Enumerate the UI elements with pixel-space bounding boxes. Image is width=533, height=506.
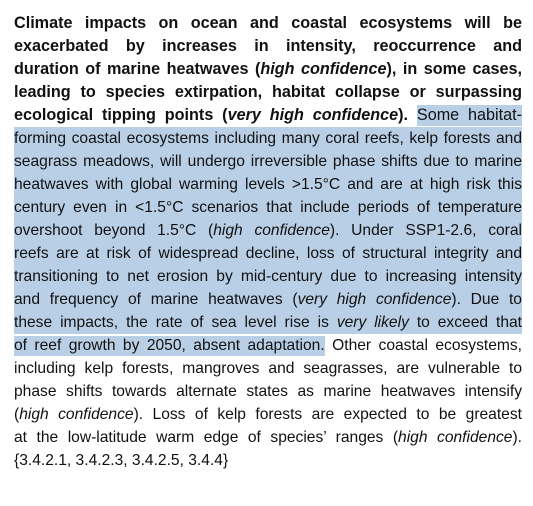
highlighted-text: these impacts, the rate of sea level ris… [14,314,337,331]
highlighted-text: high confidence [213,222,330,239]
highlighted-text: and frequency of marine heatwaves ( [14,291,298,308]
highlighted-text: of reef growth by 2050, absent adaptatio… [14,336,325,356]
highlighted-text: transitioning to net erosion by mid-cent… [14,268,522,285]
text-run: high confidence [398,429,513,446]
text-run: very high confidence [227,106,399,124]
text-line: seagrass meadows, will undergo irreversi… [14,150,522,173]
text-line: forming coastal ecosystems including man… [14,127,522,150]
highlighted-text: very likely [336,314,409,331]
highlighted-text: overshoot beyond 1.5°C ( [14,222,214,239]
text-run: {3.4.2.1, 3.4.2.3, 3.4.2.5, 3.4.4} [14,452,229,469]
text-run: ). Loss of kelp forests are expected to … [133,406,522,423]
text-run: ), in some cases, [386,60,522,78]
highlighted-text: century even in <1.5°C scenarios that in… [14,199,522,216]
text-run: phase shifts towards alternate states as… [14,383,522,400]
text-line: of reef growth by 2050, absent adaptatio… [14,334,522,357]
text-line: leading to species extirpation, habitat … [14,81,522,104]
text-run: at the low-latitude warm edge of species… [14,429,399,446]
text-line: including kelp forests, mangroves and se… [14,357,522,380]
text-line: overshoot beyond 1.5°C (high confidence)… [14,219,522,242]
highlighted-text: reefs are at risk of widespread decline,… [14,245,522,262]
highlighted-text: very high confidence [297,291,452,308]
text-line: duration of marine heatwaves (high confi… [14,58,522,81]
text-line: these impacts, the rate of sea level ris… [14,311,522,334]
highlighted-text: ). Under SSP1-2.6, coral [329,222,522,239]
text-run: Other coastal ecosystems, [324,337,523,354]
text-run: high confidence [19,406,134,423]
highlighted-text: Some habitat- [416,105,523,126]
text-run: duration of marine heatwaves ( [14,60,261,78]
text-line: and frequency of marine heatwaves (very … [14,288,522,311]
text-run: exacerbated by increases in intensity, r… [14,37,522,55]
text-line: heatwaves with global warming levels >1.… [14,173,522,196]
highlighted-text: heatwaves with global warming levels >1.… [14,176,522,193]
text-line: reefs are at risk of widespread decline,… [14,242,522,265]
highlighted-text: seagrass meadows, will undergo irreversi… [14,153,522,170]
text-run: ). [512,429,522,446]
text-line: ecological tipping points (very high con… [14,104,523,127]
text-run: including kelp forests, mangroves and se… [14,360,522,377]
text-run: ). [398,106,417,124]
text-run: leading to species extirpation, habitat … [14,83,522,101]
text-line: at the low-latitude warm edge of species… [14,426,522,449]
text-line: phase shifts towards alternate states as… [14,380,522,403]
text-run: ecological tipping points ( [14,106,228,124]
text-line: (high confidence). Loss of kelp forests … [14,403,522,426]
highlighted-text: to exceed that [408,314,522,331]
text-line: exacerbated by increases in intensity, r… [14,35,522,58]
text-line: {3.4.2.1, 3.4.2.3, 3.4.2.5, 3.4.4} [14,449,522,472]
highlighted-text: ). Due to [451,291,522,308]
text-run: high confidence [260,60,387,78]
text-line: transitioning to net erosion by mid-cent… [14,265,522,288]
highlighted-text: forming coastal ecosystems including man… [14,130,522,147]
text-run: ( [14,406,20,423]
text-line: century even in <1.5°C scenarios that in… [14,196,522,219]
text-run: Climate impacts on ocean and coastal eco… [14,14,522,32]
text-line: Climate impacts on ocean and coastal eco… [14,12,522,35]
